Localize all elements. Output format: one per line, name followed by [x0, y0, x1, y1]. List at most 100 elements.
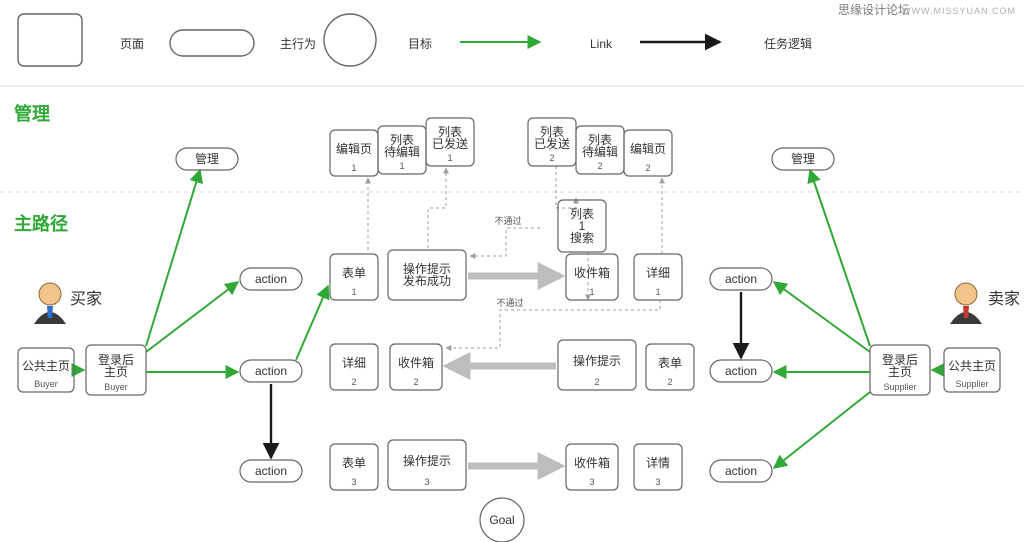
- nodes: 公共主页Buyer登录后主页Buyer登录后主页Supplier公共主页Supp…: [18, 118, 1000, 542]
- svg-text:2: 2: [549, 153, 554, 163]
- node-edit1: 编辑页 1: [330, 130, 378, 176]
- svg-text:发布成功: 发布成功: [403, 273, 451, 288]
- svg-text:1: 1: [447, 153, 452, 163]
- svg-text:已发送: 已发送: [534, 136, 570, 151]
- watermark-right: WWW.MISSYUAN.COM: [902, 6, 1016, 16]
- svg-text:2: 2: [413, 377, 418, 387]
- node-inbox1: 收件箱 1: [566, 254, 618, 300]
- edges-black: [271, 292, 741, 458]
- svg-text:3: 3: [424, 477, 429, 487]
- section-manage: 管理: [14, 103, 50, 124]
- node-tip2: 操作提示 2: [558, 340, 636, 390]
- node-act_r2: action: [710, 360, 772, 382]
- node-form1: 表单 1: [330, 254, 378, 300]
- node-list_le2: 列表待编辑2: [576, 126, 624, 174]
- node-list_ls1: 列表已发送1: [426, 118, 474, 166]
- svg-text:action: action: [725, 364, 757, 378]
- node-act_l2: action: [240, 360, 302, 382]
- svg-text:action: action: [255, 464, 287, 478]
- svg-text:管理: 管理: [195, 151, 219, 166]
- legend-tasklogic-label: 任务逻辑: [764, 36, 812, 51]
- node-inbox2: 收件箱 2: [390, 344, 442, 390]
- svg-text:1: 1: [351, 163, 356, 173]
- flow-diagram: 思缘设计论坛 WWW.MISSYUAN.COM 页面 主行为 目标 Link 任…: [0, 0, 1024, 542]
- svg-text:不通过: 不通过: [494, 215, 521, 226]
- svg-text:Goal: Goal: [489, 513, 514, 527]
- svg-text:Supplier: Supplier: [955, 379, 988, 389]
- svg-text:主页: 主页: [104, 365, 128, 379]
- node-act_l1: action: [240, 268, 302, 290]
- node-tip3: 操作提示 3: [388, 440, 466, 490]
- node-tip1: 操作提示发布成功: [388, 250, 466, 300]
- node-act_r3: action: [710, 460, 772, 482]
- node-goal: Goal: [480, 498, 524, 542]
- svg-text:Buyer: Buyer: [104, 382, 128, 392]
- svg-text:不通过: 不通过: [496, 297, 523, 308]
- svg-text:买家: 买家: [70, 290, 102, 308]
- node-form2: 表单 2: [646, 344, 694, 390]
- svg-text:公共主页: 公共主页: [948, 359, 996, 373]
- legend-goal-label: 目标: [408, 37, 432, 51]
- node-seller_logged: 登录后主页Supplier: [870, 345, 930, 395]
- section-mainpath: 主路径: [14, 213, 68, 234]
- node-list_search: 列表1搜索: [558, 200, 606, 252]
- edges-green: [74, 170, 942, 468]
- watermark-left: 思缘设计论坛: [838, 3, 910, 17]
- node-buyer_public: 公共主页 Buyer: [18, 348, 74, 392]
- actor-seller: 卖家: [950, 283, 1020, 324]
- svg-text:1: 1: [399, 161, 404, 171]
- svg-text:1: 1: [589, 287, 594, 297]
- legend-page-label: 页面: [120, 37, 144, 51]
- node-inbox3: 收件箱 3: [566, 444, 618, 490]
- svg-text:2: 2: [594, 377, 599, 387]
- node-act_r1: action: [710, 268, 772, 290]
- svg-text:管理: 管理: [791, 151, 815, 166]
- actor-buyer: 买家: [34, 283, 102, 324]
- svg-text:action: action: [725, 272, 757, 286]
- legend-action-label: 主行为: [280, 37, 316, 51]
- svg-text:表单: 表单: [342, 266, 366, 280]
- svg-text:1: 1: [351, 287, 356, 297]
- svg-text:待编辑: 待编辑: [384, 144, 420, 159]
- svg-text:2: 2: [645, 163, 650, 173]
- svg-text:编辑页: 编辑页: [336, 141, 372, 156]
- legend-link-label: Link: [590, 37, 613, 51]
- svg-text:收件箱: 收件箱: [574, 455, 610, 470]
- svg-text:Supplier: Supplier: [883, 382, 916, 392]
- legend: 页面 主行为 目标 Link 任务逻辑: [18, 14, 812, 66]
- svg-text:已发送: 已发送: [432, 136, 468, 151]
- svg-text:待编辑: 待编辑: [582, 144, 618, 159]
- svg-text:action: action: [255, 364, 287, 378]
- svg-text:3: 3: [655, 477, 660, 487]
- node-detail2: 详细2: [330, 344, 378, 390]
- svg-text:编辑页: 编辑页: [630, 141, 666, 156]
- svg-text:3: 3: [589, 477, 594, 487]
- svg-text:卖家: 卖家: [988, 290, 1020, 308]
- svg-text:Buyer: Buyer: [34, 379, 58, 389]
- node-detail3: 详情 3: [634, 444, 682, 490]
- node-list_ls2: 列表已发送2: [528, 118, 576, 166]
- svg-text:收件箱: 收件箱: [398, 355, 434, 370]
- svg-text:操作提示: 操作提示: [403, 453, 451, 468]
- svg-text:2: 2: [667, 377, 672, 387]
- svg-text:2: 2: [597, 161, 602, 171]
- svg-text:表单: 表单: [658, 356, 682, 370]
- node-mgr_left: 管理: [176, 148, 238, 170]
- svg-text:详细: 详细: [646, 265, 670, 280]
- svg-text:action: action: [725, 464, 757, 478]
- svg-text:搜索: 搜索: [570, 230, 594, 245]
- svg-text:操作提示: 操作提示: [573, 353, 621, 368]
- svg-text:主页: 主页: [888, 365, 912, 379]
- node-edit2: 编辑页 2: [624, 130, 672, 176]
- node-form3: 表单 3: [330, 444, 378, 490]
- svg-text:2: 2: [351, 377, 356, 387]
- svg-text:收件箱: 收件箱: [574, 265, 610, 280]
- node-buyer_logged: 登录后主页Buyer: [86, 345, 146, 395]
- svg-text:action: action: [255, 272, 287, 286]
- node-list_le1: 列表待编辑1: [378, 126, 426, 174]
- svg-text:3: 3: [351, 477, 356, 487]
- node-act_l3: action: [240, 460, 302, 482]
- svg-text:公共主页: 公共主页: [22, 359, 70, 373]
- svg-text:表单: 表单: [342, 456, 366, 470]
- svg-text:详情: 详情: [646, 455, 670, 470]
